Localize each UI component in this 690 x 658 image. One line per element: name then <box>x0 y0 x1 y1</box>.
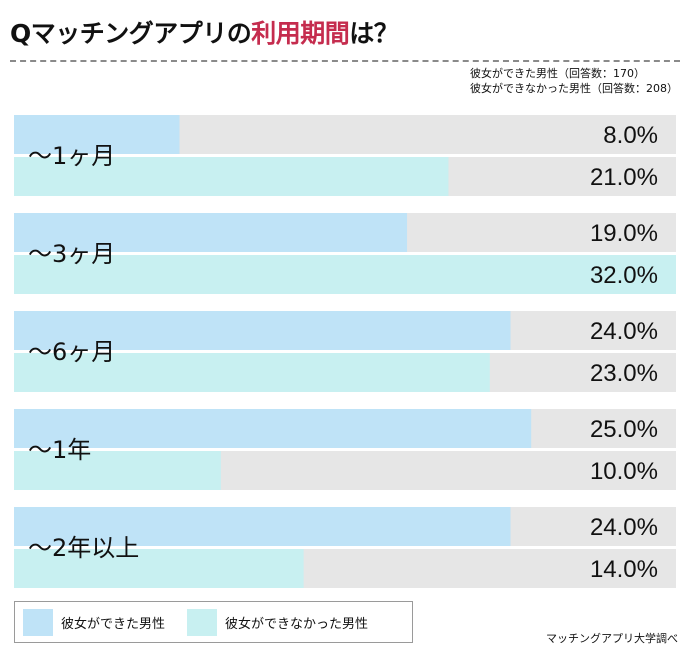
respondent-count-with-girlfriend: 彼女ができた男性（回答数：170） <box>470 67 645 80</box>
category-label: 〜3ヶ月 <box>28 240 115 268</box>
bar <box>14 213 408 252</box>
bar <box>14 311 511 350</box>
category-label: 〜1ヶ月 <box>28 142 115 170</box>
bar-value-label: 14.0% <box>590 556 658 583</box>
category-label: 〜1年 <box>28 436 91 464</box>
bar-value-label: 8.0% <box>603 122 658 149</box>
bar-value-label: 32.0% <box>590 262 658 289</box>
category-label: 〜2年以上 <box>28 534 139 562</box>
bar-group: 24.0% 23.0% 〜6ヶ月 <box>14 311 676 392</box>
category-label: 〜6ヶ月 <box>28 338 115 366</box>
respondent-count-without-girlfriend: 彼女ができなかった男性（回答数：208） <box>470 82 678 95</box>
bar-group: 24.0% 14.0% 〜2年以上 <box>14 507 676 588</box>
legend-swatch-with-girlfriend <box>23 608 53 636</box>
bar <box>14 353 490 392</box>
legend: 彼女ができた男性 彼女ができなかった男性 <box>14 601 413 643</box>
bar-group: 8.0% 21.0% 〜1ヶ月 <box>14 115 676 196</box>
bar <box>14 507 511 546</box>
bar <box>14 451 221 490</box>
chart-title: Qマッチングアプリの 利用期間 は？ <box>10 14 399 50</box>
legend-label-without-girlfriend: 彼女ができなかった男性 <box>225 616 369 632</box>
title-main: Qマッチングアプリの <box>10 19 252 48</box>
source-note: マッチングアプリ大学調べ <box>546 632 678 645</box>
bar-chart: 8.0% 21.0% 〜1ヶ月 19.0% 32.0% 〜3ヶ月 24.0% 23.0% 〜6ヶ… <box>14 115 676 599</box>
bar-value-label: 25.0% <box>590 416 658 443</box>
legend-item-without-girlfriend: 彼女ができなかった男性 <box>179 608 369 636</box>
bar <box>14 157 449 196</box>
bar-group: 19.0% 32.0% 〜3ヶ月 <box>14 213 676 294</box>
bar-group: 25.0% 10.0% 〜1年 <box>14 409 676 490</box>
bar-value-label: 23.0% <box>590 360 658 387</box>
legend-item-with-girlfriend: 彼女ができた男性 <box>15 608 166 636</box>
bar-value-label: 19.0% <box>590 220 658 247</box>
legend-label-with-girlfriend: 彼女ができた男性 <box>61 616 166 632</box>
respondent-counts: 彼女ができた男性（回答数：170） 彼女ができなかった男性（回答数：208） <box>470 66 678 96</box>
bar-value-label: 10.0% <box>590 458 658 485</box>
legend-swatch-without-girlfriend <box>187 608 218 636</box>
bar-value-label: 24.0% <box>590 514 658 541</box>
bar-value-label: 21.0% <box>590 164 658 191</box>
bar <box>14 409 532 448</box>
bar <box>14 549 304 588</box>
bar <box>14 115 180 154</box>
title-accent: 利用期間 <box>251 19 350 48</box>
bar-value-label: 24.0% <box>590 318 658 345</box>
bar <box>14 255 676 294</box>
title-suffix: は？ <box>349 19 399 48</box>
bar-chart-svg: 8.0% 21.0% 〜1ヶ月 19.0% 32.0% 〜3ヶ月 24.0% 23.0% 〜6ヶ… <box>14 115 676 588</box>
title-divider <box>10 60 680 62</box>
